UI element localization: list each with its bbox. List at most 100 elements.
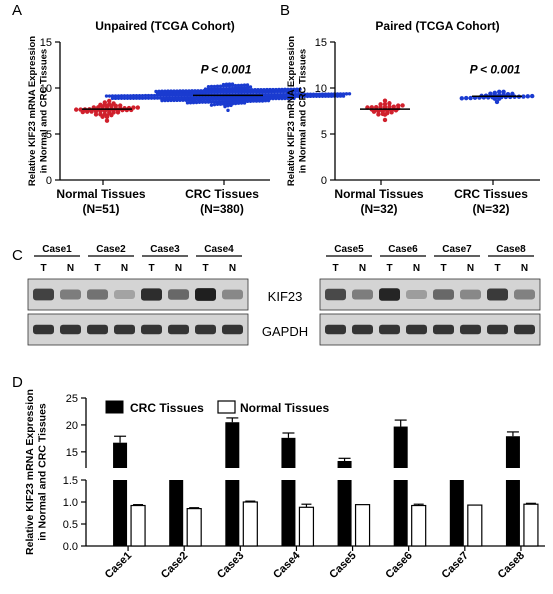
blot-band — [487, 288, 508, 301]
panel-b-point — [530, 93, 535, 99]
panel-a-point — [102, 100, 108, 105]
blot-left-kif23 — [27, 278, 249, 311]
panel-a-point — [221, 86, 226, 91]
panel-a-point — [215, 87, 220, 91]
bar-crc-upper — [393, 426, 408, 468]
panel-b-point — [525, 94, 530, 99]
panel-a-point — [226, 108, 230, 113]
panel-d-xtick-label: Case4 — [271, 549, 303, 581]
panel-d-ylabel-line: Relative KIF23 mRNA Expression — [24, 389, 36, 555]
panel-a-point — [185, 96, 190, 100]
panel-a-group-n: (N=51) — [82, 202, 119, 216]
panel-a-point — [181, 98, 185, 102]
panel-b-point — [488, 91, 493, 96]
panel-a-point — [203, 87, 208, 91]
bar-crc-lower — [169, 480, 184, 546]
bar-crc-upper — [337, 461, 352, 468]
panel-a-group-label: CRC Tissues — [185, 187, 259, 201]
blot-band — [195, 288, 216, 301]
panel-a-point — [344, 92, 349, 96]
panel-a-point — [245, 85, 250, 89]
panel-a-point — [248, 85, 253, 89]
panel-a-point — [221, 82, 226, 87]
blot-label-kif23: KIF23 — [268, 289, 303, 304]
blot-band — [60, 289, 81, 300]
panel-a-point — [341, 92, 346, 96]
panel-a-point — [259, 88, 263, 92]
panel-a-point — [263, 92, 268, 97]
panel-a-point — [163, 89, 167, 93]
panel-b-ytick-label: 0 — [321, 175, 327, 187]
panel-a-point — [287, 92, 292, 97]
panel-a-point — [245, 83, 250, 87]
panel-a-point — [113, 96, 118, 101]
panel-a-point — [209, 87, 214, 91]
legend-swatch-crc — [105, 400, 124, 414]
panel-b-ytick-label: 15 — [315, 37, 327, 49]
panel-a-point — [247, 88, 251, 92]
panel-d-xtick-label: Case1 — [103, 550, 134, 581]
panel-a-point — [308, 92, 313, 96]
panel-a-point — [274, 87, 278, 92]
panel-label-a: A — [12, 2, 22, 19]
panel-a-point — [146, 96, 151, 100]
panel-a-point — [200, 100, 205, 104]
panel-a-point — [188, 96, 193, 100]
blot-lane-label: N — [67, 263, 74, 274]
panel-a-point — [107, 98, 112, 104]
panel-b-point — [510, 91, 515, 97]
bar-normal — [242, 501, 258, 547]
panel-a-point — [178, 89, 182, 93]
panel-b-point — [464, 95, 469, 101]
panel-a-point — [173, 96, 178, 100]
panel-b-group-label: Normal Tissues — [334, 187, 423, 201]
panel-a-point — [184, 89, 188, 93]
panel-a-point — [152, 96, 157, 100]
panel-a-point — [209, 95, 214, 100]
panel-b-point — [492, 90, 497, 96]
bar-crc-lower — [505, 480, 520, 546]
panel-b-title: Paired (TCGA Cohort) — [375, 19, 499, 33]
blot-band — [33, 288, 54, 301]
panel-a-point — [227, 82, 232, 86]
panel-a-point — [326, 92, 331, 96]
panel-b-chart: Paired (TCGA Cohort) 0 5 10 15 Normal Tissues… — [315, 19, 540, 216]
panel-a-point — [347, 92, 352, 96]
panel-a-point — [185, 101, 190, 105]
blot-lane-label: N — [121, 263, 128, 274]
panel-a-point — [172, 89, 176, 93]
panel-b-point — [396, 103, 401, 108]
panel-a-point — [200, 95, 205, 100]
panel-b-point — [376, 112, 381, 117]
panel-b-ylabel: Relative KIF23 mRNA Expression in Normal … — [286, 36, 309, 186]
panel-a-point — [290, 92, 295, 97]
blot-band — [352, 324, 373, 335]
panel-a-point — [149, 93, 154, 98]
panel-b-point — [521, 94, 526, 99]
panel-a-point — [206, 84, 211, 89]
legend-swatch-normal — [217, 400, 236, 414]
legend-label-crc: CRC Tissues — [130, 401, 204, 415]
blot-lane-label: T — [202, 263, 208, 274]
panel-a-point — [329, 92, 334, 96]
panel-a-ytick-label: 0 — [46, 175, 52, 187]
panel-a-point — [265, 87, 269, 92]
panel-b-ylabel-line: in Normal and CRC Tissues — [298, 49, 309, 173]
blot-band — [352, 289, 373, 300]
panel-a-point — [188, 101, 193, 105]
panel-a-point — [157, 89, 161, 94]
blot-lane-label: N — [175, 263, 182, 274]
blot-band — [514, 324, 535, 335]
panel-a-point — [107, 102, 112, 107]
panel-a-point — [215, 100, 220, 104]
blot-lane-label: N — [359, 263, 366, 274]
panel-a-point — [166, 89, 170, 93]
panel-a-point — [197, 100, 202, 104]
panel-b-point — [494, 99, 500, 105]
panel-a-point — [295, 87, 299, 91]
panel-b-point — [382, 98, 388, 103]
panel-a-point — [78, 107, 83, 112]
panel-b-point — [400, 103, 405, 108]
panel-d-ytick-label: 0.0 — [63, 541, 78, 553]
panel-a-point — [102, 112, 108, 117]
